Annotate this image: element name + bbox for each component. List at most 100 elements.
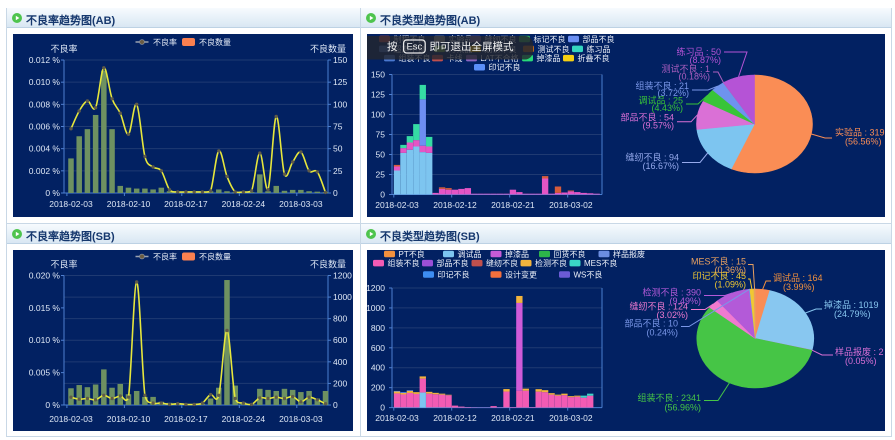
svg-text:部品不良 : 10: 部品不良 : 10 [624, 318, 678, 329]
svg-text:掉漆品: 掉漆品 [505, 250, 529, 259]
svg-text:(16.67%): (16.67%) [642, 161, 679, 171]
svg-text:0.012 %: 0.012 % [29, 55, 61, 65]
svg-text:不良数量: 不良数量 [310, 43, 346, 54]
svg-text:练习品: 练习品 [587, 44, 611, 54]
svg-text:(56.56%): (56.56%) [845, 137, 882, 147]
svg-text:(8.87%): (8.87%) [689, 55, 721, 65]
svg-text:50: 50 [333, 144, 343, 154]
svg-text:缝纫不良 : 94: 缝纫不良 : 94 [625, 152, 679, 163]
svg-text:0.005 %: 0.005 % [29, 368, 61, 378]
svg-text:2018-03-03: 2018-03-03 [279, 199, 323, 209]
svg-text:2018-02-24: 2018-02-24 [222, 199, 266, 209]
svg-text:(3.99%): (3.99%) [783, 282, 815, 292]
svg-text:调试品 : 164: 调试品 : 164 [773, 272, 823, 283]
svg-text:125: 125 [333, 77, 347, 87]
svg-text:PT不良: PT不良 [399, 250, 425, 259]
svg-text:2018-02-21: 2018-02-21 [491, 413, 535, 423]
svg-text:1200: 1200 [333, 271, 352, 281]
svg-text:400: 400 [333, 357, 347, 367]
svg-text:0 %: 0 % [45, 400, 60, 410]
svg-text:0.010 %: 0.010 % [29, 77, 61, 87]
svg-text:2018-02-21: 2018-02-21 [491, 200, 535, 210]
svg-text:(9.49%): (9.49%) [669, 296, 701, 306]
svg-text:(24.79%): (24.79%) [834, 309, 871, 319]
svg-text:200: 200 [371, 383, 385, 393]
svg-text:(3.72%): (3.72%) [657, 88, 689, 98]
svg-text:2018-02-12: 2018-02-12 [433, 200, 477, 210]
svg-text:实验品 : 319: 实验品 : 319 [835, 127, 885, 138]
svg-text:2018-03-02: 2018-03-02 [549, 413, 593, 423]
svg-text:0.008 %: 0.008 % [29, 99, 61, 109]
svg-text:0.015 %: 0.015 % [29, 303, 61, 313]
svg-text:1000: 1000 [367, 303, 385, 313]
svg-text:印记不良: 印记不良 [438, 270, 470, 280]
svg-text:(0.18%): (0.18%) [678, 72, 710, 82]
svg-text:0 %: 0 % [45, 188, 60, 198]
svg-text:100: 100 [333, 99, 347, 109]
svg-text:部品不良: 部品不良 [437, 258, 469, 268]
svg-text:25: 25 [376, 170, 386, 180]
svg-text:(0.24%): (0.24%) [646, 328, 678, 338]
svg-text:0: 0 [333, 400, 338, 410]
svg-text:Esc: Esc [406, 42, 422, 53]
svg-text:不良数量: 不良数量 [310, 259, 346, 270]
svg-text:(0.36%): (0.36%) [714, 265, 746, 275]
svg-text:按: 按 [387, 40, 398, 53]
svg-text:25: 25 [333, 166, 343, 176]
svg-text:测试不良 : 1: 测试不良 : 1 [661, 63, 710, 74]
svg-text:0.004 %: 0.004 % [29, 144, 61, 154]
svg-text:1000: 1000 [333, 292, 352, 302]
svg-text:0: 0 [333, 188, 338, 198]
svg-text:150: 150 [333, 55, 347, 65]
svg-text:部品不良: 部品不良 [583, 34, 615, 44]
svg-text:2018-02-24: 2018-02-24 [222, 414, 266, 424]
svg-text:掉漆品 : 1019: 掉漆品 : 1019 [824, 299, 879, 310]
svg-text:回赁不良: 回赁不良 [554, 250, 586, 259]
svg-text:缝纫不良: 缝纫不良 [486, 258, 518, 268]
svg-text:掉漆品: 掉漆品 [537, 53, 561, 63]
svg-text:标记不良: 标记不良 [534, 34, 566, 44]
svg-text:部品不良 : 54: 部品不良 : 54 [620, 112, 674, 123]
svg-text:2018-02-03: 2018-02-03 [375, 413, 419, 423]
svg-text:检测不良 : 390: 检测不良 : 390 [642, 287, 701, 298]
svg-text:(4.43%): (4.43%) [651, 103, 683, 113]
svg-text:印记不良 : 45: 印记不良 : 45 [692, 270, 746, 281]
svg-text:印记不良: 印记不良 [489, 62, 521, 72]
svg-text:(1.09%): (1.09%) [714, 280, 746, 290]
svg-text:50: 50 [376, 150, 386, 160]
svg-text:600: 600 [371, 343, 385, 353]
svg-text:2018-02-12: 2018-02-12 [433, 413, 477, 423]
svg-text:2018-02-17: 2018-02-17 [164, 414, 208, 424]
svg-text:2018-02-03: 2018-02-03 [375, 200, 419, 210]
svg-text:100: 100 [371, 110, 385, 120]
svg-text:组装不良: 组装不良 [388, 258, 420, 268]
svg-text:2018-03-02: 2018-03-02 [549, 200, 593, 210]
svg-text:800: 800 [333, 314, 347, 324]
svg-text:200: 200 [333, 378, 347, 388]
svg-text:0.010 %: 0.010 % [29, 335, 61, 345]
svg-text:(3.02%): (3.02%) [656, 310, 688, 320]
svg-text:1200: 1200 [367, 283, 385, 293]
svg-text:800: 800 [371, 323, 385, 333]
svg-text:75: 75 [376, 130, 386, 140]
svg-text:(9.57%): (9.57%) [642, 121, 674, 131]
svg-text:0.020 %: 0.020 % [29, 271, 61, 281]
svg-text:调试品: 调试品 [458, 250, 482, 259]
svg-text:400: 400 [371, 363, 385, 373]
svg-text:MES不良: MES不良 [584, 258, 617, 268]
svg-text:调试品 : 25: 调试品 : 25 [638, 95, 683, 106]
svg-text:600: 600 [333, 335, 347, 345]
svg-text:不良率: 不良率 [153, 252, 177, 262]
svg-text:测试不良: 测试不良 [538, 44, 570, 54]
svg-text:WS不良: WS不良 [574, 270, 603, 280]
svg-text:75: 75 [333, 122, 343, 132]
svg-text:MES不良 : 15: MES不良 : 15 [691, 256, 746, 267]
svg-text:设计变更: 设计变更 [505, 270, 537, 280]
svg-text:2018-02-03: 2018-02-03 [49, 414, 93, 424]
svg-text:不良率: 不良率 [50, 43, 77, 54]
svg-text:样品报废 : 2: 样品报废 : 2 [835, 346, 884, 357]
svg-text:即可退出全屏模式: 即可退出全屏模式 [430, 40, 514, 53]
svg-text:0: 0 [380, 190, 385, 200]
svg-text:2018-02-10: 2018-02-10 [107, 414, 151, 424]
svg-text:检测不良: 检测不良 [535, 258, 567, 268]
